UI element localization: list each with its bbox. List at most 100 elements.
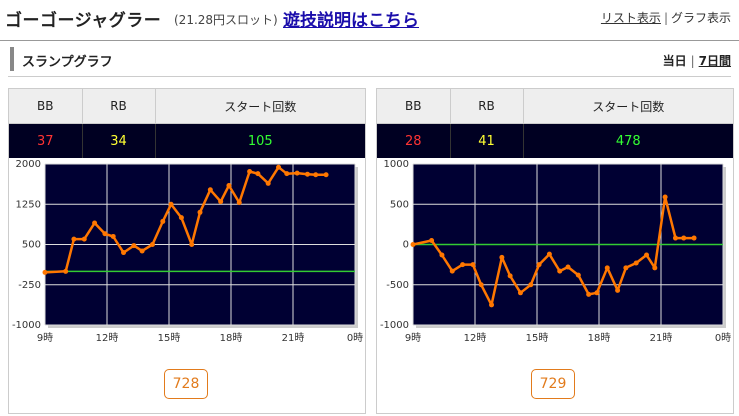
rate-subtitle: (21.28円スロット) xyxy=(174,13,278,27)
start-header: スタート回数 xyxy=(155,89,365,124)
data-point xyxy=(536,262,542,268)
y-tick-label: -1000 xyxy=(380,320,409,331)
data-point xyxy=(63,268,69,274)
rb-value: 34 xyxy=(82,123,156,158)
y-tick-label: -1000 xyxy=(12,320,41,331)
data-point xyxy=(160,218,166,224)
stats-table: BB RB スタート回数 28 41 478 xyxy=(377,89,733,158)
period-week-link[interactable]: 7日間 xyxy=(698,54,731,68)
data-point xyxy=(507,273,513,279)
x-tick-label: 21時 xyxy=(282,332,305,344)
start-value: 105 xyxy=(155,123,365,158)
page-title: ゴーゴージャグラー xyxy=(5,11,162,31)
rb-value: 41 xyxy=(450,123,524,158)
y-tick-label: -250 xyxy=(18,280,41,291)
data-point xyxy=(247,169,253,175)
x-tick-label: 15時 xyxy=(526,332,549,344)
y-tick-label: -500 xyxy=(386,280,409,291)
data-point xyxy=(294,170,300,176)
x-tick-label: 15時 xyxy=(158,332,181,344)
rb-header: RB xyxy=(82,89,156,124)
data-point xyxy=(284,171,290,177)
data-point xyxy=(410,242,416,247)
x-tick-label: 9時 xyxy=(405,332,421,344)
slot-panel-1: BB RB スタート回数 37 34 105 2000 1250 500 -250 -1… xyxy=(8,88,366,414)
data-point xyxy=(429,237,435,243)
y-tick-label: 500 xyxy=(390,199,409,210)
view-switch: リスト表示 | グラフ表示 xyxy=(601,9,731,26)
slot-number-button[interactable]: 729 xyxy=(531,369,575,399)
data-point xyxy=(557,268,563,274)
data-point xyxy=(604,265,610,271)
data-point xyxy=(623,265,629,271)
bb-value: 37 xyxy=(9,123,83,158)
slot-number-button[interactable]: 728 xyxy=(164,369,208,399)
data-point xyxy=(304,171,310,177)
y-tick-label: 1250 xyxy=(16,199,41,210)
stats-table: BB RB スタート回数 37 34 105 xyxy=(9,89,365,158)
section-title: スランプグラフ xyxy=(22,55,113,70)
x-tick-label: 0時 xyxy=(347,332,363,344)
data-point xyxy=(517,290,523,296)
data-point xyxy=(207,187,213,193)
view-separator: | xyxy=(663,11,668,25)
page-header: ゴーゴージャグラー (21.28円スロット) 遊技説明はこちら リスト表示 | グラ… xyxy=(0,0,739,41)
period-today-current: 当日 xyxy=(662,54,687,68)
data-point xyxy=(121,250,127,256)
data-point xyxy=(489,302,495,308)
x-tick-label: 18時 xyxy=(588,332,611,344)
data-point xyxy=(439,252,445,258)
x-tick-label: 0時 xyxy=(715,332,731,344)
graph-view-current: グラフ表示 xyxy=(670,11,731,25)
data-point xyxy=(149,242,155,247)
bb-header: BB xyxy=(9,89,83,124)
start-value: 478 xyxy=(523,123,733,158)
period-switch: 当日 | 7日間 xyxy=(663,52,731,69)
data-point xyxy=(313,172,319,178)
slot-panel-2: BB RB スタート回数 28 41 478 1000 500 0 -500 -1000… xyxy=(376,88,734,414)
data-point xyxy=(644,252,650,258)
help-link[interactable]: 遊技説明はこちら xyxy=(283,11,419,31)
section-accent-bar xyxy=(10,47,14,71)
x-tick-label: 21時 xyxy=(650,332,673,344)
data-point xyxy=(131,243,137,249)
data-point xyxy=(478,282,484,288)
data-point xyxy=(652,265,658,271)
data-point xyxy=(265,180,271,186)
data-point xyxy=(323,172,329,178)
data-point xyxy=(662,194,668,200)
data-point xyxy=(691,235,697,241)
x-tick-label: 12時 xyxy=(464,332,487,344)
data-point xyxy=(546,251,552,257)
start-header: スタート回数 xyxy=(523,89,733,124)
data-point xyxy=(449,268,455,274)
data-point xyxy=(168,201,174,207)
data-point xyxy=(586,291,592,297)
x-tick-label: 12時 xyxy=(96,332,119,344)
list-view-link[interactable]: リスト表示 xyxy=(600,11,661,25)
data-point xyxy=(226,182,232,188)
data-point xyxy=(110,233,116,239)
bb-value: 28 xyxy=(377,123,451,158)
data-point xyxy=(528,282,534,288)
data-point xyxy=(236,200,242,206)
data-point xyxy=(42,269,48,275)
data-point xyxy=(178,215,184,221)
x-tick-label: 18時 xyxy=(220,332,243,344)
data-point xyxy=(594,290,600,296)
slump-graph-section-header: スランプグラフ 当日 | 7日間 xyxy=(8,44,731,77)
data-point xyxy=(672,235,678,241)
data-point xyxy=(499,254,505,260)
period-separator: | xyxy=(690,54,695,68)
data-point xyxy=(218,199,224,205)
y-tick-label: 2000 xyxy=(16,159,41,170)
data-point xyxy=(81,236,87,242)
data-point xyxy=(139,248,145,254)
data-point xyxy=(615,287,621,293)
bb-header: BB xyxy=(377,89,451,124)
data-point xyxy=(565,264,571,270)
data-point xyxy=(575,272,581,278)
data-point xyxy=(681,235,687,241)
